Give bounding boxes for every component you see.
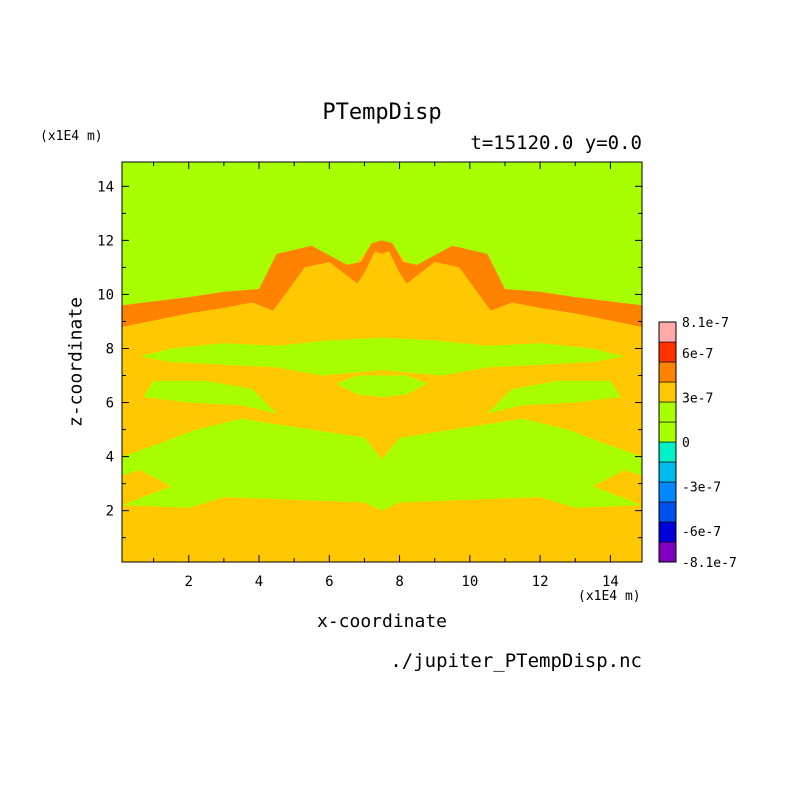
y-tick-label: 6: [106, 396, 114, 412]
x-axis-ticks: 2 4 6 8 10 12 14: [153, 162, 619, 590]
colorbar-frame: [658, 321, 677, 563]
colorbar-level-6: [658, 421, 677, 443]
colorbar-label: 6e-7: [682, 347, 713, 362]
y-tick-label: 4: [106, 450, 114, 466]
x-tick-label: 10: [461, 574, 478, 590]
colorbar-level-3: [658, 481, 677, 503]
x-tick-label: 2: [185, 574, 193, 590]
colorbar-level-1: [658, 521, 677, 543]
colorbar-level-8: [658, 381, 677, 403]
contour-region-6: [487, 380, 621, 414]
contour-region-0: [122, 497, 642, 562]
y-tick-label: 8: [106, 341, 114, 357]
x-axis-label: x-coordinate: [316, 611, 448, 632]
x-tick-label: 4: [255, 574, 263, 590]
colorbar-level-4: [658, 461, 677, 483]
y-tick-label: 10: [97, 287, 114, 303]
contour-region-4: [139, 337, 625, 376]
y-unit-label: (x1E4 m): [40, 129, 103, 144]
x-unit-label: (x1E4 m): [578, 589, 641, 604]
y-axis-label: z-coordinate: [65, 296, 87, 428]
x-tick-label: 14: [602, 574, 619, 590]
colorbar-level-9: [658, 361, 677, 383]
contour-region-2: [592, 470, 642, 506]
x-tick-label: 6: [325, 574, 333, 590]
contour-region-5: [143, 380, 277, 414]
colorbar-label: -6e-7: [682, 525, 721, 540]
colorbar: 8.1e-7 6e-7 3e-7 0 -3e-7 -6e-7 -8.1e-7: [658, 316, 737, 571]
x-tick-label: 8: [395, 574, 403, 590]
colorbar-level-7: [658, 401, 677, 423]
colorbar-level-2: [658, 501, 677, 523]
x-tick-label: 12: [532, 574, 549, 590]
contour-regions: [122, 240, 642, 562]
colorbar-level-0: [658, 541, 677, 563]
contour-region-7: [336, 375, 428, 398]
y-tick-label: 14: [97, 179, 114, 195]
colorbar-level-10: [658, 341, 677, 363]
y-tick-label: 12: [97, 233, 114, 249]
y-tick-label: 2: [106, 504, 114, 520]
colorbar-label: 0: [682, 436, 690, 451]
colorbar-label: -3e-7: [682, 480, 721, 495]
chart-subtitle: t=15120.0 y=0.0: [470, 132, 642, 154]
contour-region-1: [122, 470, 172, 506]
chart-title: PTempDisp: [322, 100, 442, 125]
colorbar-level-5: [658, 441, 677, 463]
plot-frame: [121, 161, 643, 563]
colorbar-label: 8.1e-7: [682, 316, 729, 331]
source-file-label: ./jupiter_PTempDisp.nc: [390, 650, 642, 672]
y-axis-ticks: 2 4 6 8 10 12 14: [97, 179, 642, 539]
colorbar-label: 3e-7: [682, 392, 713, 407]
colorbar-level-11: [658, 321, 677, 343]
colorbar-label: -8.1e-7: [682, 556, 737, 571]
